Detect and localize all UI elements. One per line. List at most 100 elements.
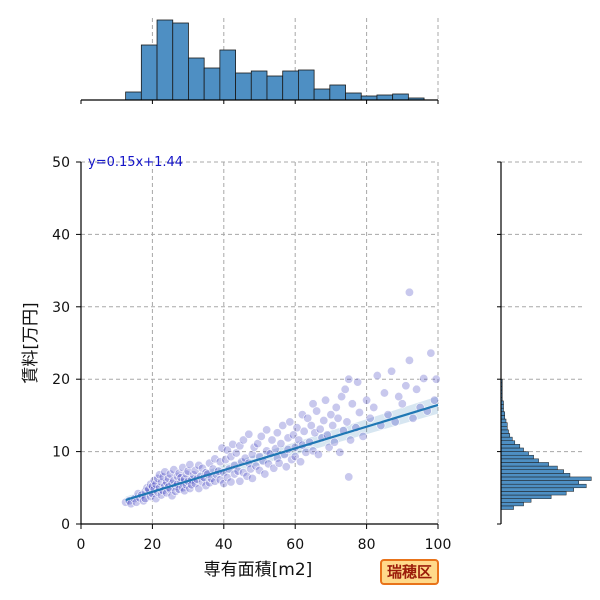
- right-histogram-bar: [500, 480, 579, 485]
- y-tick-label: 10: [52, 445, 70, 461]
- scatter-point: [190, 465, 200, 475]
- scatter-point: [210, 454, 220, 464]
- x-tick-label: 100: [425, 537, 452, 553]
- scatter-point: [337, 392, 347, 402]
- scatter-point: [308, 446, 318, 456]
- y-tick-label: 0: [61, 517, 70, 533]
- scatter-point: [333, 413, 343, 423]
- top-histogram-bar: [250, 70, 268, 101]
- scatter-point: [335, 447, 345, 457]
- scatter-point: [328, 421, 338, 431]
- right-histogram-bar: [500, 422, 508, 427]
- scatter-point: [256, 431, 266, 441]
- right-histogram-bar: [500, 426, 508, 431]
- scatter-point: [292, 423, 302, 433]
- right-histogram-bar: [500, 483, 587, 489]
- top-histogram-bar: [172, 22, 189, 101]
- scatter-point: [240, 453, 250, 463]
- scatter-point: [419, 373, 429, 383]
- x-tick-label: 60: [286, 537, 304, 553]
- scatter-point: [156, 477, 166, 487]
- right-histogram-bar: [500, 473, 571, 478]
- right-histogram-bar: [500, 444, 521, 449]
- scatter-point: [228, 439, 238, 449]
- scatter-point: [217, 443, 227, 453]
- scatter-point: [303, 413, 313, 423]
- scatter-point: [281, 462, 291, 472]
- scatter-point: [185, 460, 195, 470]
- scatter-point: [294, 435, 304, 445]
- scatter-point: [404, 287, 414, 297]
- scatter-point: [383, 410, 393, 420]
- scatter-point: [401, 381, 411, 391]
- scatter-point: [326, 410, 336, 420]
- scatter-point: [287, 455, 297, 465]
- scatter-point: [346, 435, 356, 445]
- scatter-point: [255, 465, 265, 475]
- regression-equation: y=0.15x+1.44: [88, 155, 183, 170]
- scatter-point: [244, 429, 254, 439]
- scatter-point: [365, 413, 375, 423]
- scatter-point: [276, 439, 286, 449]
- top-histogram-bar: [282, 70, 299, 101]
- scatter-point: [308, 399, 318, 409]
- right-histogram-grid: [501, 161, 583, 453]
- scatter-point: [296, 457, 306, 467]
- scatter-point: [176, 473, 186, 483]
- scatter-point: [379, 388, 389, 398]
- scatter-point: [230, 469, 240, 479]
- top-histogram-bar: [329, 84, 346, 101]
- right-histogram-bar: [500, 502, 524, 507]
- top-histogram-bar: [266, 75, 284, 101]
- scatter-point: [215, 457, 225, 467]
- scatter-point: [315, 424, 325, 434]
- y-tick-label: 40: [52, 227, 70, 243]
- top-histogram-axis: [80, 99, 439, 104]
- scatter-point: [369, 402, 379, 412]
- right-histogram-bar: [500, 440, 516, 445]
- scatter-point: [180, 486, 190, 496]
- scatter-point: [306, 421, 316, 431]
- top-histogram-bars: [125, 19, 425, 101]
- right-histogram-bar: [500, 458, 539, 463]
- scatter-point: [162, 488, 172, 498]
- main-scatter-panel: 0 20 40 60 80 100 0 10 20 30 40 50 y=0.15x+1.44 専有面…: [21, 155, 451, 580]
- right-histogram-bar: [500, 418, 507, 423]
- scatter-point: [242, 471, 252, 481]
- regression-line: [125, 403, 439, 502]
- right-histogram-bar: [500, 447, 524, 452]
- top-histogram: [80, 18, 439, 104]
- scatter-point: [194, 460, 204, 470]
- x-tick-label: 20: [143, 537, 161, 553]
- top-histogram-bar: [156, 19, 174, 101]
- right-histogram-bar: [500, 465, 558, 470]
- top-histogram-bar: [140, 44, 158, 101]
- scatter-point: [347, 399, 357, 409]
- right-histogram-bar: [500, 436, 513, 441]
- scatter-point: [278, 421, 288, 431]
- scatter-point: [226, 477, 236, 487]
- scatter-point: [247, 449, 257, 459]
- x-tick-label: 40: [215, 537, 233, 553]
- regression-line-group: [125, 403, 439, 502]
- scatter-point: [412, 384, 422, 394]
- scatter-point: [158, 472, 168, 482]
- scatter-point: [358, 431, 368, 441]
- scatter-point: [340, 384, 350, 394]
- scatter-point: [221, 455, 231, 465]
- scatter-point: [394, 392, 404, 402]
- right-histogram-bar: [500, 476, 592, 481]
- scatter-point: [235, 476, 245, 486]
- scatter-point: [387, 366, 397, 376]
- scatter-point: [331, 402, 341, 412]
- right-histogram-bar: [500, 498, 532, 503]
- scatter-point: [429, 395, 439, 405]
- scatter-point: [262, 446, 272, 456]
- scatter-point: [313, 449, 323, 459]
- right-histogram-bar: [500, 494, 552, 499]
- x-tick-label: 80: [358, 537, 376, 553]
- scatter-point: [408, 413, 418, 423]
- scatter-point: [246, 464, 256, 474]
- x-tick-label: 0: [77, 537, 86, 553]
